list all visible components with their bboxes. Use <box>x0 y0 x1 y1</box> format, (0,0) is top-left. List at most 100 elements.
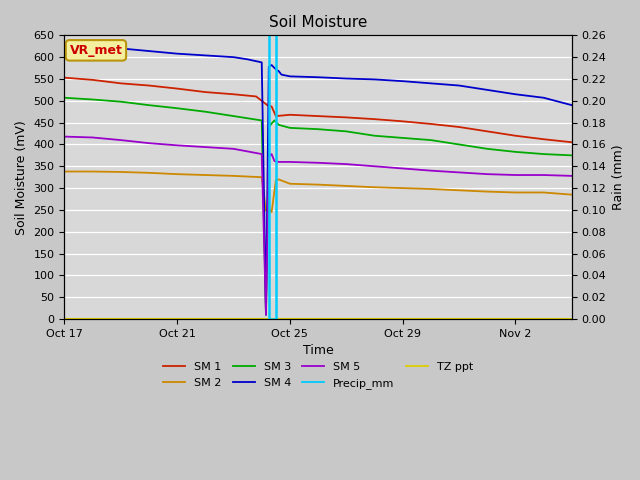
SM 1 <box>286 112 294 118</box>
Line: Precip_mm: Precip_mm <box>269 36 276 319</box>
SM 3 <box>568 153 576 158</box>
Precip_mm <box>265 33 273 38</box>
SM 2 <box>173 171 181 177</box>
SM 4 <box>173 51 181 57</box>
Precip_mm <box>272 316 280 322</box>
SM 3 <box>314 126 322 132</box>
SM 1 <box>314 113 322 119</box>
SM 4 <box>278 72 285 77</box>
SM 4 <box>399 78 406 84</box>
SM 4 <box>540 95 547 101</box>
SM 3 <box>258 118 266 123</box>
SM 3 <box>117 99 125 105</box>
SM 4 <box>230 54 237 60</box>
SM 4 <box>272 67 280 72</box>
SM 2 <box>511 190 519 195</box>
SM 5 <box>483 171 491 177</box>
SM 3 <box>342 129 350 134</box>
SM 4 <box>117 46 125 51</box>
SM 2 <box>268 209 275 215</box>
Text: VR_met: VR_met <box>70 44 122 57</box>
Line: SM 4: SM 4 <box>65 43 572 315</box>
SM 3 <box>61 95 68 101</box>
SM 5 <box>145 140 153 146</box>
SM 3 <box>511 149 519 155</box>
SM 2 <box>427 186 435 192</box>
SM 3 <box>89 96 97 102</box>
SM 3 <box>173 105 181 111</box>
SM 5 <box>202 144 209 150</box>
SM 3 <box>275 122 282 128</box>
SM 1 <box>455 124 463 130</box>
SM 2 <box>202 172 209 178</box>
SM 4 <box>314 74 322 80</box>
SM 5 <box>427 168 435 174</box>
SM 5 <box>371 163 378 169</box>
SM 3 <box>262 312 270 318</box>
SM 5 <box>314 160 322 166</box>
SM 5 <box>455 169 463 175</box>
SM 2 <box>540 190 547 195</box>
SM 2 <box>272 178 280 183</box>
SM 4 <box>511 91 519 97</box>
SM 5 <box>262 312 270 318</box>
SM 1 <box>264 102 271 108</box>
SM 5 <box>511 172 519 178</box>
SM 2 <box>342 183 350 189</box>
SM 2 <box>230 173 237 179</box>
SM 2 <box>262 208 270 214</box>
SM 1 <box>399 119 406 124</box>
SM 3 <box>145 102 153 108</box>
SM 4 <box>286 73 294 79</box>
SM 1 <box>117 81 125 86</box>
SM 4 <box>258 60 266 65</box>
SM 5 <box>61 134 68 140</box>
SM 5 <box>230 146 237 152</box>
SM 1 <box>145 83 153 88</box>
SM 1 <box>173 86 181 92</box>
SM 1 <box>202 89 209 95</box>
SM 1 <box>61 75 68 81</box>
SM 5 <box>275 159 282 165</box>
SM 1 <box>511 133 519 139</box>
SM 3 <box>427 137 435 143</box>
SM 1 <box>230 91 237 97</box>
SM 2 <box>265 205 273 211</box>
SM 3 <box>399 135 406 141</box>
SM 2 <box>89 168 97 174</box>
SM 3 <box>268 120 275 126</box>
SM 1 <box>268 104 275 109</box>
SM 3 <box>455 142 463 147</box>
SM 5 <box>268 151 275 157</box>
SM 1 <box>568 139 576 145</box>
SM 2 <box>568 192 576 198</box>
Precip_mm <box>265 316 273 322</box>
Line: SM 5: SM 5 <box>65 137 572 315</box>
SM 3 <box>265 124 273 130</box>
SM 4 <box>262 312 270 318</box>
SM 3 <box>483 146 491 152</box>
SM 4 <box>568 102 576 108</box>
Title: Soil Moisture: Soil Moisture <box>269 15 367 30</box>
Y-axis label: Soil Moisture (mV): Soil Moisture (mV) <box>15 120 28 235</box>
SM 5 <box>173 143 181 148</box>
SM 2 <box>399 185 406 191</box>
SM 4 <box>61 40 68 46</box>
X-axis label: Time: Time <box>303 344 333 357</box>
SM 5 <box>244 149 252 155</box>
SM 5 <box>265 154 273 159</box>
SM 3 <box>244 115 252 121</box>
SM 4 <box>275 68 282 74</box>
SM 3 <box>286 125 294 131</box>
SM 3 <box>371 133 378 139</box>
SM 2 <box>258 174 266 180</box>
SM 5 <box>271 158 278 164</box>
SM 5 <box>399 166 406 171</box>
SM 3 <box>230 113 237 119</box>
SM 5 <box>258 151 266 157</box>
Line: SM 1: SM 1 <box>65 78 572 142</box>
SM 5 <box>342 161 350 167</box>
SM 2 <box>275 177 282 182</box>
SM 1 <box>483 129 491 134</box>
SM 3 <box>271 118 278 123</box>
